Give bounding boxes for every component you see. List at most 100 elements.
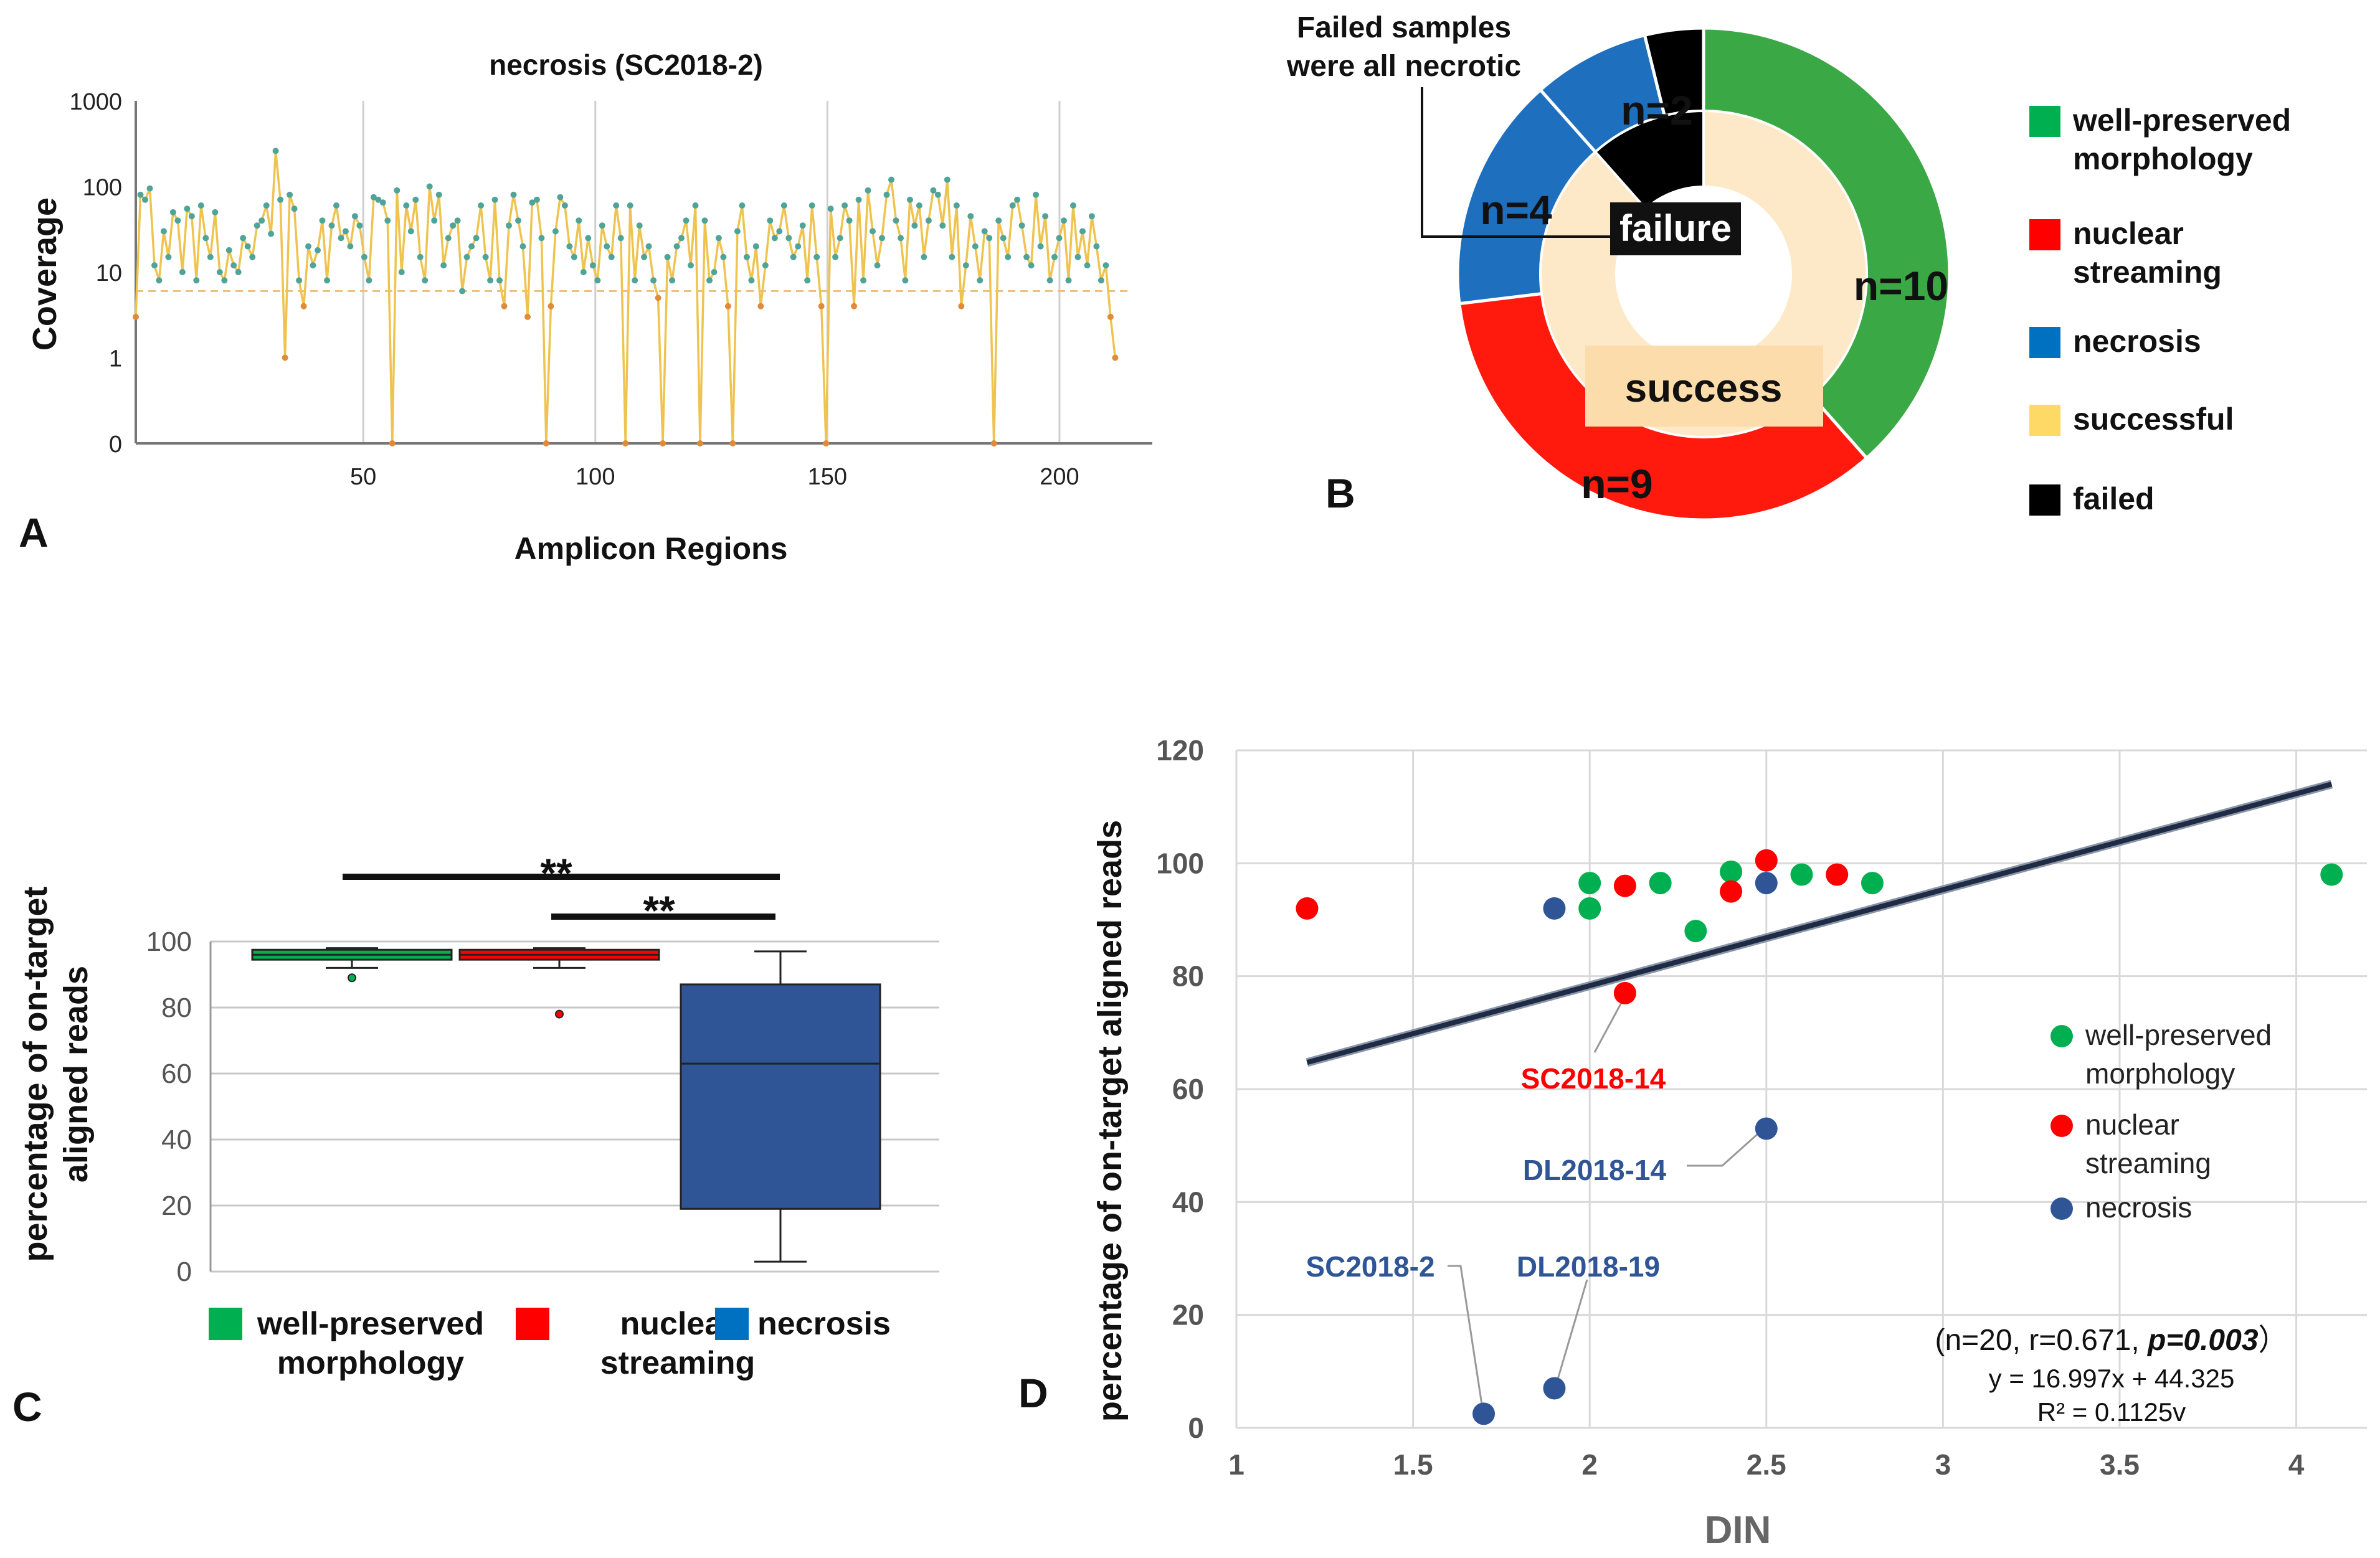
panel-a-point bbox=[221, 277, 228, 284]
panel-a-point bbox=[837, 235, 843, 242]
panel-a-point bbox=[1079, 228, 1086, 235]
panel-a-point bbox=[1037, 243, 1044, 250]
panel-d-point-well-preserved-morphology bbox=[1861, 872, 1884, 895]
panel-a-point bbox=[795, 243, 802, 250]
panel-a-point bbox=[865, 187, 871, 194]
panel-a-coverage-points bbox=[133, 148, 1119, 446]
panel-a-point bbox=[473, 235, 480, 242]
panel-b-success-highlight bbox=[1585, 346, 1823, 427]
panel-a-point bbox=[366, 277, 372, 284]
panel-a-point bbox=[739, 202, 746, 209]
panel-d-point-necrosis bbox=[1755, 872, 1778, 895]
panel-a-y-axis-label: Coverage bbox=[26, 197, 64, 351]
panel-a-point bbox=[184, 205, 191, 212]
panel-a-point bbox=[1005, 253, 1012, 260]
panel-a-point bbox=[212, 209, 219, 215]
panel-a-point bbox=[351, 213, 358, 220]
panel-a-point bbox=[356, 222, 363, 229]
panel-c-legend-swatch-0 bbox=[209, 1308, 242, 1340]
panel-c-significance-label-2: ** bbox=[643, 887, 675, 933]
panel-c-box-2 bbox=[680, 950, 881, 1263]
panel-a-point bbox=[1070, 202, 1076, 209]
panel-a-point bbox=[1074, 253, 1081, 260]
panel-a-point bbox=[235, 269, 242, 275]
panel-a-y-tick-labels: 0 1 10 100 1000 bbox=[69, 89, 122, 458]
panel-a-point bbox=[543, 440, 549, 446]
panel-d-y-tick-40: 40 bbox=[1172, 1186, 1204, 1218]
panel-a-point bbox=[724, 303, 731, 309]
panel-a-point bbox=[962, 262, 969, 269]
panel-d-leader-sc2018-2 bbox=[1448, 1265, 1484, 1409]
panel-a-point bbox=[422, 277, 429, 284]
panel-a-point bbox=[893, 217, 899, 224]
panel-a-point bbox=[608, 253, 615, 260]
panel-a-point bbox=[450, 222, 457, 229]
panel-a-point bbox=[389, 440, 396, 446]
panel-a-point bbox=[174, 217, 181, 224]
panel-c-box-body bbox=[680, 983, 881, 1210]
panel-a: necrosis (SC2018-2) 0 1 10 100 1000 50 100 150… bbox=[19, 49, 1152, 566]
panel-a-point bbox=[576, 217, 582, 224]
panel-a-point bbox=[403, 202, 410, 209]
panel-a-point bbox=[660, 440, 666, 446]
panel-a-point bbox=[1107, 313, 1114, 320]
panel-a-point bbox=[743, 253, 750, 260]
panel-a-point bbox=[230, 262, 237, 269]
panel-a-point bbox=[291, 205, 298, 212]
panel-a-point bbox=[510, 191, 517, 198]
panel-d-x-tick-1: 1 bbox=[1228, 1448, 1245, 1481]
panel-d-label-sc2018-2: SC2018-2 bbox=[1306, 1250, 1434, 1283]
panel-c-significance-label-1: ** bbox=[540, 850, 572, 896]
panel-a-point bbox=[632, 277, 638, 284]
panel-a-point bbox=[347, 243, 354, 250]
panel-a-point bbox=[272, 148, 279, 154]
panel-b-failure-label-box bbox=[1610, 202, 1741, 255]
panel-d-leader-dl2018-19 bbox=[1556, 1279, 1588, 1382]
panel-b-label-n10: n=10 bbox=[1854, 263, 1948, 309]
panel-d-point-well-preserved-morphology bbox=[1684, 920, 1707, 943]
panel-a-point bbox=[1000, 235, 1007, 242]
panel-c-legend-label-2: necrosis bbox=[757, 1306, 891, 1342]
panel-d-point-leaders bbox=[1448, 989, 1765, 1409]
panel-d-x-tick-4: 4 bbox=[2288, 1448, 2305, 1481]
panel-a-point bbox=[566, 243, 573, 250]
panel-a-point bbox=[688, 262, 694, 269]
panel-a-point bbox=[482, 253, 489, 260]
panel-a-y-tick-1: 1 bbox=[109, 346, 122, 372]
panel-d-stats-prefix: (n=20, r=0.671, bbox=[1935, 1324, 2148, 1357]
panel-a-point bbox=[818, 303, 825, 309]
panel-a-point bbox=[1112, 354, 1119, 361]
panel-d-y-tick-60: 60 bbox=[1172, 1073, 1204, 1105]
panel-a-point bbox=[967, 213, 974, 220]
panel-a-point bbox=[734, 228, 741, 235]
panel-b-label-n9: n=9 bbox=[1581, 461, 1653, 507]
panel-a-point bbox=[823, 440, 830, 446]
panel-a-point bbox=[934, 191, 941, 198]
panel-a-point bbox=[683, 217, 690, 224]
panel-a-point bbox=[804, 277, 811, 284]
panel-a-point bbox=[552, 228, 559, 235]
panel-d-legend-label-2: necrosis bbox=[2085, 1191, 2192, 1224]
panel-d-y-tick-100: 100 bbox=[1156, 847, 1204, 879]
panel-a-letter: A bbox=[19, 509, 49, 555]
panel-a-point bbox=[832, 253, 839, 260]
panel-d-y-tick-80: 80 bbox=[1172, 960, 1204, 993]
panel-a-x-tick-150: 150 bbox=[808, 464, 847, 490]
panel-a-point bbox=[701, 217, 708, 224]
panel-d-point-nuclear-streaming bbox=[1755, 849, 1778, 872]
panel-a-point bbox=[398, 269, 405, 275]
panel-b-legend-swatch-0 bbox=[2029, 106, 2060, 137]
panel-a-point bbox=[981, 228, 988, 235]
panel-a-point bbox=[468, 243, 475, 250]
panel-a-point bbox=[487, 277, 494, 284]
panel-d-y-tick-labels: 0 20 40 60 80 100 120 bbox=[1156, 734, 1204, 1444]
panel-a-point bbox=[258, 217, 265, 224]
panel-a-point bbox=[370, 194, 377, 201]
panel-a-point bbox=[333, 202, 339, 209]
panel-d-y-tick-0: 0 bbox=[1188, 1412, 1204, 1444]
panel-a-point bbox=[870, 228, 876, 235]
panel-d-point-well-preserved-morphology bbox=[2320, 863, 2343, 886]
panel-a-point bbox=[179, 269, 186, 275]
panel-a-point bbox=[561, 202, 568, 209]
